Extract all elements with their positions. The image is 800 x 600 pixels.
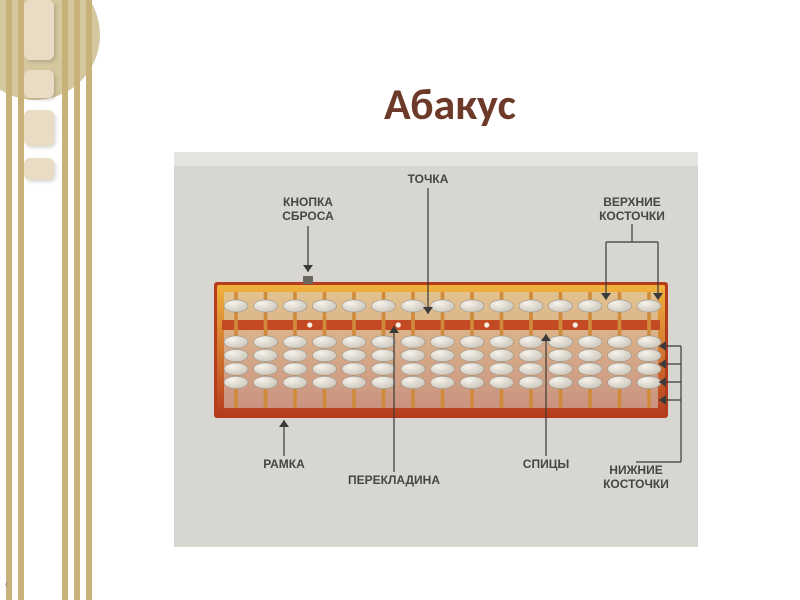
sidebar-band	[74, 0, 80, 600]
svg-text:ТОЧКА: ТОЧКА	[408, 172, 449, 186]
svg-text:КОСТОЧКИ: КОСТОЧКИ	[599, 209, 665, 223]
decorative-sidebar	[0, 0, 100, 600]
svg-text:КНОПКА: КНОПКА	[283, 195, 333, 209]
sidebar-band	[86, 0, 92, 600]
svg-text:СПИЦЫ: СПИЦЫ	[523, 457, 569, 471]
abacus-figure: КНОПКАСБРОСАТОЧКАВЕРХНИЕКОСТОЧКИРАМКАПЕР…	[174, 152, 698, 547]
prev-slide-marker: ‹	[4, 575, 9, 592]
svg-text:КОСТОЧКИ: КОСТОЧКИ	[603, 477, 669, 491]
svg-text:НИЖНИЕ: НИЖНИЕ	[609, 463, 662, 477]
sidebar-band	[6, 0, 12, 600]
slide-title: Абакус	[100, 77, 800, 131]
sidebar-band	[62, 0, 68, 600]
sidebar-panel	[24, 158, 54, 180]
svg-text:РАМКА: РАМКА	[263, 457, 305, 471]
svg-text:СБРОСА: СБРОСА	[282, 209, 334, 223]
svg-text:ВЕРХНИЕ: ВЕРХНИЕ	[603, 195, 661, 209]
svg-text:ПЕРЕКЛАДИНА: ПЕРЕКЛАДИНА	[348, 473, 440, 487]
sidebar-panel	[24, 110, 54, 146]
abacus-diagram-svg: КНОПКАСБРОСАТОЧКАВЕРХНИЕКОСТОЧКИРАМКАПЕР…	[174, 152, 698, 547]
sidebar-panel	[24, 0, 54, 60]
sidebar-panel	[24, 70, 54, 98]
